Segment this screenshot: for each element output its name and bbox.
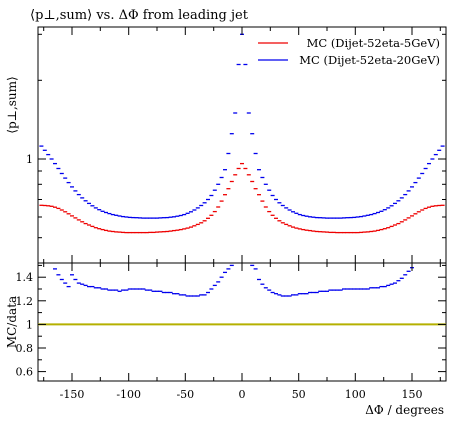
main-y-axis-label: ⟨p⊥,sum⟩	[5, 76, 19, 133]
ratio-ytick-label: 1.2	[16, 295, 34, 308]
ratio-plot-frame	[37, 262, 447, 382]
chart-title: ⟨p⊥,sum⟩ vs. ΔΦ from leading jet	[30, 8, 249, 23]
xtick-label: 150	[402, 388, 423, 401]
xtick-label: -50	[176, 388, 194, 401]
main-plot-points	[39, 33, 445, 234]
ratio-ytick-label: 0.6	[16, 366, 34, 379]
xtick-label: 0	[239, 388, 246, 401]
main-ytick-label: 1	[26, 153, 33, 166]
x-tick-labels: -150 -100 -50 0 50 100 150	[60, 388, 423, 401]
ratio-ytick-label: 1.4	[16, 271, 34, 284]
xtick-label: 50	[292, 388, 306, 401]
legend-label: MC (Dijet-52eta-20GeV)	[299, 53, 440, 67]
ratio-ytick-label: 0.8	[16, 342, 34, 355]
xtick-label: -100	[116, 388, 141, 401]
legend-label: MC (Dijet-52eta-5GeV)	[307, 36, 440, 50]
x-axis-label: ΔΦ / degrees	[365, 403, 444, 417]
legend: MC (Dijet-52eta-5GeV) MC (Dijet-52eta-20G…	[258, 36, 440, 67]
ratio-y-axis-label: MC/data	[5, 296, 19, 348]
ratio-plot-points	[38, 264, 446, 326]
ratio-plot-ticks: 0.6 0.8 1 1.2 1.4	[16, 263, 446, 381]
ratio-ytick-label: 1	[26, 318, 33, 331]
main-plot-ticks: 1	[26, 27, 446, 264]
xtick-label: 100	[345, 388, 366, 401]
xtick-label: -150	[60, 388, 85, 401]
